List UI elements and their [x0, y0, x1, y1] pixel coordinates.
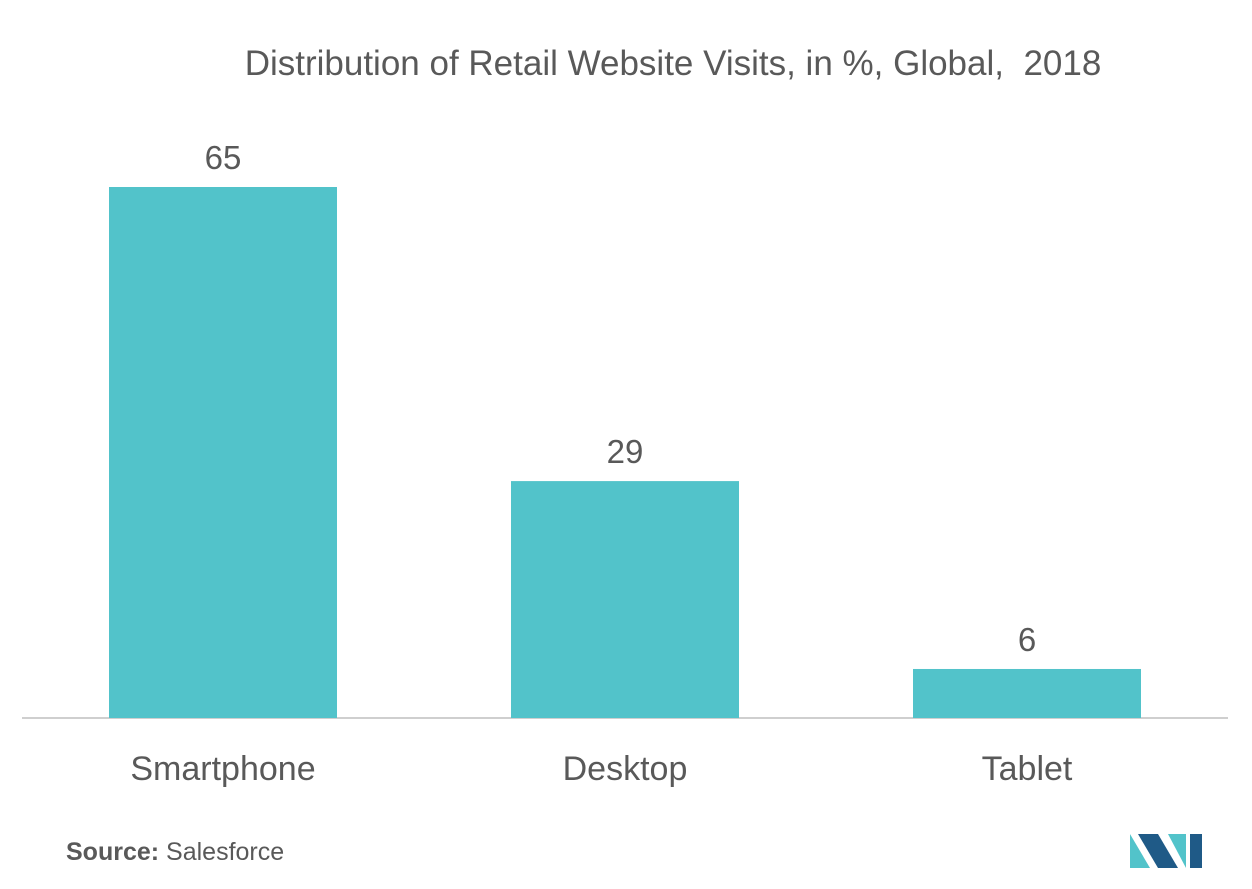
- source-text: Salesforce: [166, 838, 285, 866]
- source-label: Source:: [66, 838, 160, 866]
- logo-shape-right: [1168, 834, 1186, 868]
- mordor-intelligence-logo-icon: [1130, 834, 1202, 868]
- source-note: Source: Salesforce: [66, 838, 284, 867]
- bar-tablet: [913, 668, 1141, 718]
- data-label-smartphone: 65: [205, 139, 242, 176]
- logo-shape-far-right: [1190, 834, 1202, 868]
- data-label-desktop: 29: [607, 433, 644, 470]
- logo-shape-left: [1130, 834, 1150, 868]
- category-label-tablet: Tablet: [982, 750, 1073, 788]
- data-label-tablet: 6: [1018, 621, 1036, 658]
- logo-shape-mid: [1138, 834, 1178, 868]
- bars-layer: [109, 187, 1141, 718]
- category-label-desktop: Desktop: [563, 750, 688, 788]
- category-label-smartphone: Smartphone: [130, 750, 315, 788]
- bar-smartphone: [109, 187, 337, 718]
- chart-title: Distribution of Retail Website Visits, i…: [244, 44, 1102, 83]
- bar-desktop: [511, 481, 739, 718]
- labels-layer: 65 Smartphone 29 Desktop 6 Tablet: [130, 139, 1073, 788]
